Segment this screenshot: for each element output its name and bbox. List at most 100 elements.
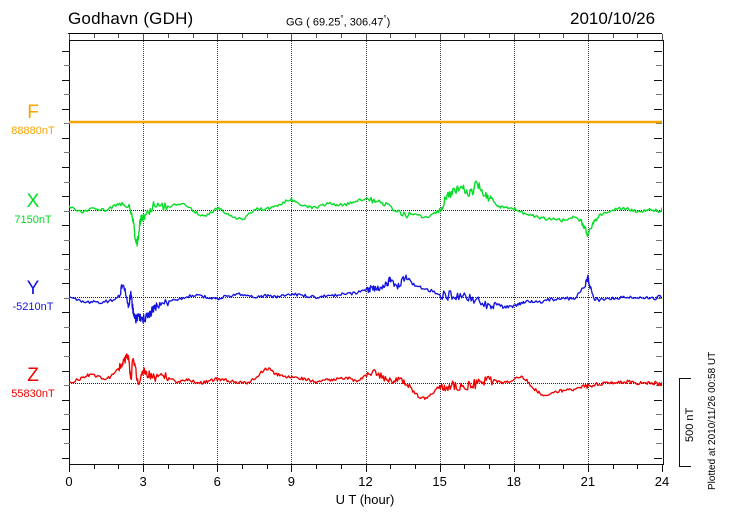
coords-prefix: GG ( 69.25 (286, 16, 341, 29)
ytick-23 (656, 385, 662, 387)
x-axis-title: U T (hour) (335, 492, 395, 507)
xtick-label-15: 15 (432, 474, 447, 489)
xtick-15 (439, 34, 441, 40)
ytick-12 (654, 225, 662, 227)
xtick-5 (192, 465, 194, 469)
ytick-28 (62, 457, 70, 459)
gridline-hour-15 (439, 41, 441, 464)
xtick-3 (143, 465, 145, 472)
ytick-19 (64, 327, 70, 328)
xtick-22 (612, 465, 614, 469)
xtick-13 (390, 465, 392, 469)
coords-mid: , 306.47 (343, 16, 384, 29)
xtick-13 (390, 34, 392, 38)
ytick-3 (64, 94, 70, 96)
xtick-12 (365, 34, 367, 40)
ytick-24 (654, 399, 662, 401)
xtick-1 (93, 34, 95, 38)
trace-baseline-x: 7150nT (14, 214, 52, 226)
xtick-15 (439, 465, 441, 472)
xtick-10 (316, 34, 318, 38)
ytick-2 (654, 79, 662, 81)
station-coordinates: GG ( 69.25°, 306.47°) (286, 14, 390, 29)
trace-x (69, 180, 662, 247)
xtick-18 (513, 465, 515, 472)
ytick-12 (62, 225, 70, 227)
trace-z (69, 353, 662, 400)
ytick-7 (64, 152, 70, 154)
ytick-14 (62, 254, 70, 256)
xtick-19 (538, 465, 540, 469)
ytick-18 (62, 312, 70, 314)
xtick-17 (489, 465, 490, 469)
xtick-24 (662, 465, 663, 472)
xtick-11 (340, 34, 342, 38)
ytick-19 (656, 327, 662, 328)
trace-component-f: F (27, 102, 39, 123)
ytick-17 (64, 297, 70, 299)
xtick-0 (69, 34, 70, 40)
xtick-4 (167, 34, 169, 38)
ytick-1 (64, 65, 70, 66)
ytick-8 (62, 166, 70, 168)
baseline-z (69, 383, 662, 384)
ytick-18 (654, 312, 662, 314)
xtick-label-0: 0 (65, 474, 73, 489)
xtick-2 (118, 34, 120, 38)
xtick-7 (242, 34, 243, 38)
baseline-y (69, 297, 662, 298)
xtick-24 (662, 34, 663, 40)
gridline-hour-6 (217, 41, 219, 464)
ytick-21 (656, 356, 662, 358)
ytick-2 (62, 79, 70, 81)
ytick-24 (62, 399, 70, 401)
trace-component-x: X (26, 191, 40, 212)
trace-baseline-y: -5210nT (12, 301, 54, 313)
ytick-13 (64, 239, 70, 241)
trace-y (69, 274, 662, 324)
xtick-8 (266, 465, 268, 469)
ytick-4 (654, 108, 662, 110)
trace-label-x: X 7150nT (0, 192, 66, 227)
observation-date: 2010/10/26 (570, 9, 656, 28)
scale-bar-label: 500 nT (684, 407, 696, 443)
xtick-6 (217, 34, 219, 40)
ytick-27 (656, 443, 662, 445)
xtick-8 (266, 34, 268, 38)
degree-symbol-lat: ° (340, 14, 344, 23)
xtick-17 (489, 34, 490, 38)
ytick-5 (656, 123, 662, 125)
trace-baseline-z: 55830nT (11, 388, 55, 400)
station-title: Godhavn (GDH) (68, 9, 194, 28)
xtick-9 (291, 465, 293, 472)
xtick-21 (587, 465, 589, 472)
ytick-0 (654, 50, 662, 52)
gridline-hour-12 (365, 41, 367, 464)
ytick-0 (62, 50, 70, 52)
ytick-13 (656, 239, 662, 241)
ytick-22 (62, 370, 70, 372)
ytick-15 (656, 268, 662, 270)
header-divider (68, 33, 662, 34)
xtick-label-18: 18 (506, 474, 522, 489)
ytick-26 (654, 428, 662, 430)
ytick-16 (62, 283, 70, 285)
xtick-4 (167, 465, 169, 469)
xtick-label-21: 21 (580, 474, 596, 489)
gridline-hour-9 (291, 41, 293, 464)
plot-frame-top (69, 40, 663, 42)
xtick-20 (563, 465, 565, 469)
xtick-12 (365, 465, 367, 472)
ytick-23 (64, 385, 70, 387)
ytick-7 (656, 152, 662, 154)
xtick-21 (587, 34, 589, 40)
ytick-8 (654, 166, 662, 168)
xtick-9 (291, 34, 293, 40)
ytick-20 (62, 341, 70, 343)
gridline-hour-21 (587, 41, 589, 464)
xtick-22 (612, 34, 614, 38)
ytick-21 (64, 356, 70, 358)
ytick-11 (656, 210, 662, 212)
ytick-6 (62, 137, 70, 139)
ytick-11 (64, 210, 70, 212)
